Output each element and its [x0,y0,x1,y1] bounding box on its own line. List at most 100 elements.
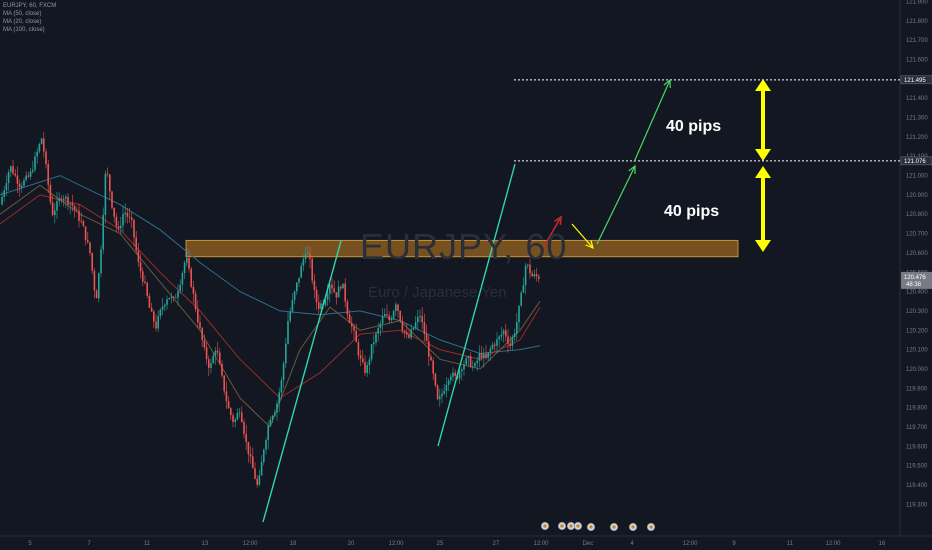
y-tick-label: 121.400 [906,96,928,102]
candle-body [370,344,373,360]
candle-body [256,478,258,485]
candle-body [529,264,531,274]
candle-body [414,322,417,328]
candle-body [252,456,254,469]
candle-body [483,353,485,359]
candle-body [274,412,276,416]
economic-event-icon-dot [560,524,564,528]
red-projection-arrow [541,216,562,251]
candle-body [287,320,289,344]
x-tick-label: 12:00 [533,541,549,547]
x-tick-label: 11 [144,541,151,547]
candle-body [436,385,439,400]
candle-body [491,344,494,349]
candle-body [335,292,338,298]
candle-body [480,352,483,359]
candle-body [379,323,382,329]
candle-body [58,198,60,201]
economic-event-icon-dot [576,524,580,528]
y-tick-label: 119.600 [906,444,928,450]
price-level-tag [900,156,932,166]
candle-body [142,271,144,282]
candle-body [194,293,197,310]
candle-body [49,184,52,203]
candle-body [238,412,241,414]
candle-body [403,330,406,333]
candle-body [223,375,225,392]
x-tick-label: 11 [787,541,794,547]
x-tick-label: 7 [87,541,91,547]
candle-body [291,300,294,312]
candle-body [45,151,47,165]
candle-body [516,321,518,334]
candle-body [298,277,300,283]
price-level-tag [900,75,932,85]
x-tick-label: 25 [437,541,444,547]
candle-body [124,212,126,215]
y-tick-label: 121.300 [906,116,928,122]
candle-body [150,307,153,312]
candle-body [56,200,58,211]
candle-body [109,174,111,192]
y-tick-label: 120.700 [906,232,928,238]
candle-body [278,392,280,404]
candle-body [388,315,390,321]
y-tick-label: 119.400 [906,483,928,489]
candle-body [340,286,342,289]
candle-body [524,265,527,286]
candle-body [324,299,327,306]
candle-body [381,316,384,324]
candle-body [373,342,375,345]
candle-body [419,315,421,317]
candle-body [236,413,239,420]
candle-body [214,350,217,356]
candle-body [186,257,188,263]
candle-body [465,358,467,365]
candle-body [181,273,184,285]
candle-body [148,296,151,308]
candle-body [300,265,302,278]
legend-ma20: MA (20, close) [3,19,42,25]
y-tick-label: 121.000 [906,174,928,180]
candle-body [78,210,80,221]
candle-body [126,212,129,217]
yellow-pullback-arrow [571,223,594,249]
y-tick-label: 121.200 [906,135,928,141]
candle-body [410,329,412,338]
candle-body [227,401,230,409]
symbol-watermark-subtitle: Euro / Japanese Yen [368,284,507,301]
candle-body [441,393,443,397]
candle-body [69,203,71,205]
candle-body [175,297,177,299]
candle-body [348,314,351,324]
candle-body [522,285,525,293]
yellow-pullback-arrow-head [585,240,594,250]
y-tick-label: 120.600 [906,251,928,257]
candle-body [91,252,93,271]
candle-body [128,216,131,218]
candle-body [263,449,265,462]
candle-body [146,282,148,297]
candle-body [518,305,520,322]
candle-body [258,475,261,485]
y-tick-label: 121.900 [906,0,928,6]
candle-body [95,290,98,299]
price-level-label: 121.495 [904,78,926,84]
y-tick-label: 119.800 [906,406,928,412]
candle-body [511,337,514,346]
candle-body [21,185,23,188]
candle-body [104,173,107,215]
candle-body [307,253,309,255]
candle-body [315,290,318,303]
candle-body [362,358,364,362]
candle-body [342,283,344,289]
candle-body [232,415,234,423]
pips-range-arrow-lower-head-bottom [755,240,771,252]
candle-body [100,249,102,274]
candle-body [333,288,335,293]
candle-body [304,254,307,260]
candle-body [432,360,434,374]
candle-body [375,333,377,343]
legend-ma50: MA (50, close) [3,11,42,17]
